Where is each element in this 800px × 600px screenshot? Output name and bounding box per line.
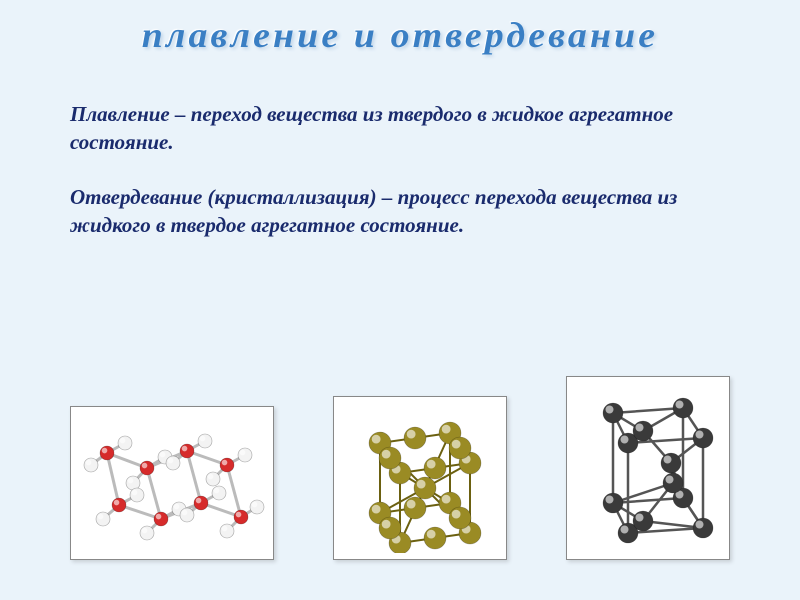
figure-ice-lattice <box>70 406 274 560</box>
diamond-lattice-svg <box>573 383 723 553</box>
fcc-lattice-svg <box>340 403 500 553</box>
page-title: плавление и отвердевание <box>0 0 800 70</box>
figure-diamond-lattice <box>566 376 730 560</box>
definitions-block: Плавление – переход вещества из твердого… <box>70 100 730 265</box>
solidifying-definition: Отвердевание (кристаллизация) – процесс … <box>70 183 730 240</box>
figure-fcc-lattice <box>333 396 507 560</box>
melting-definition: Плавление – переход вещества из твердого… <box>70 100 730 157</box>
figures-row <box>0 376 800 560</box>
ice-lattice-svg <box>77 413 267 553</box>
